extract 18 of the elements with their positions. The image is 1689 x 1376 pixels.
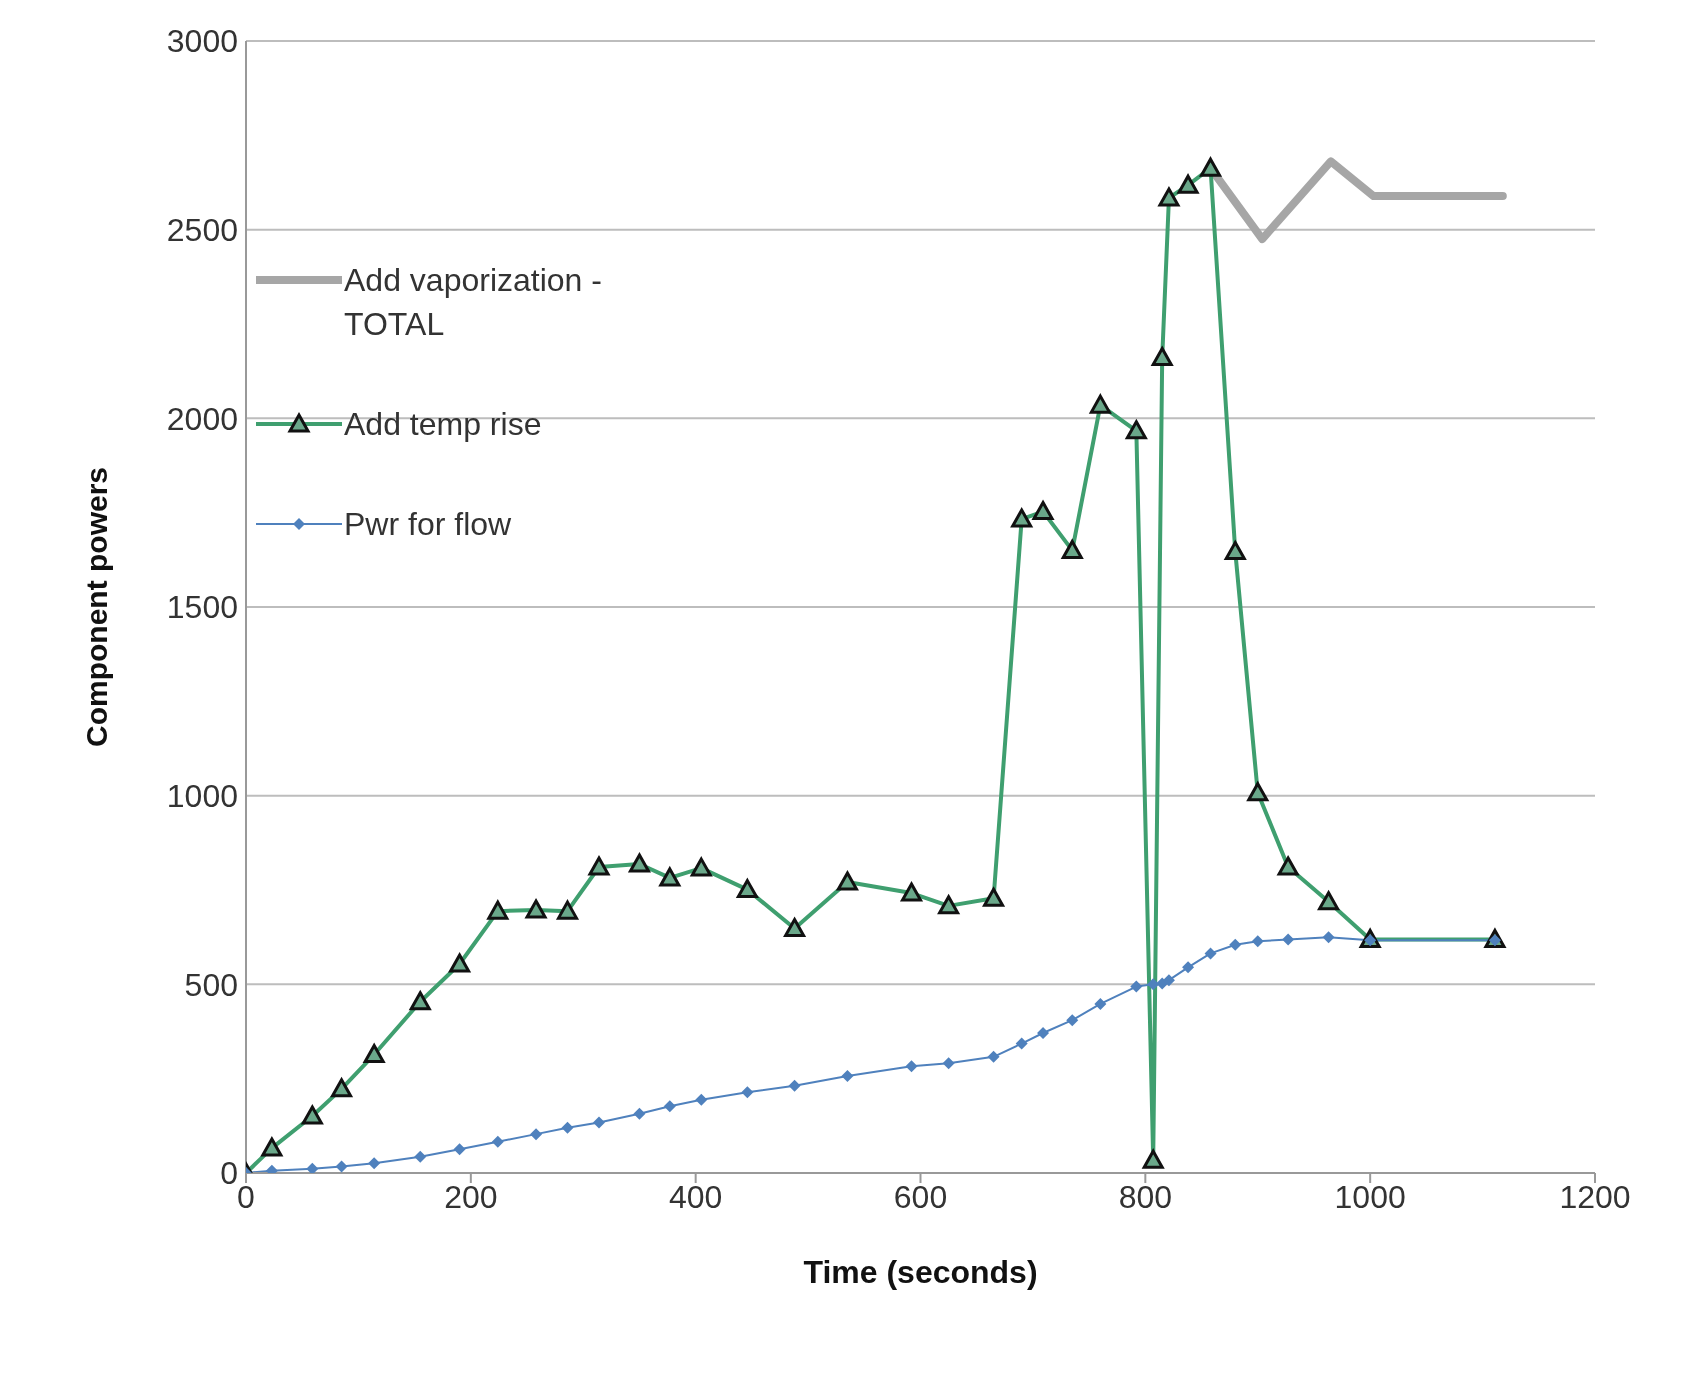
x-tick-label: 1000 xyxy=(1334,1178,1406,1215)
x-tick-label: 800 xyxy=(1118,1178,1173,1215)
x-tick-label: 400 xyxy=(668,1178,723,1215)
x-tick-label: 1200 xyxy=(1559,1178,1631,1215)
legend-label: Add temp rise xyxy=(344,405,542,444)
x-tick-label: 600 xyxy=(893,1178,948,1215)
x-axis-title: Time (seconds) xyxy=(803,1254,1038,1290)
y-tick-label: 3000 xyxy=(166,23,238,60)
y-axis-title: Component powers xyxy=(79,466,113,748)
y-tick-label: 1000 xyxy=(166,778,238,815)
y-tick-label: 1500 xyxy=(166,589,238,626)
y-tick-label: 2500 xyxy=(166,212,238,249)
y-tick-label: 500 xyxy=(184,966,238,1003)
legend-label: Pwr for flow xyxy=(344,505,512,544)
legend-label: Add vaporization - TOTAL xyxy=(344,261,603,344)
y-tick-label: 2000 xyxy=(166,400,238,437)
y-tick-label: 0 xyxy=(220,1155,238,1192)
x-tick-label: 200 xyxy=(444,1178,498,1215)
